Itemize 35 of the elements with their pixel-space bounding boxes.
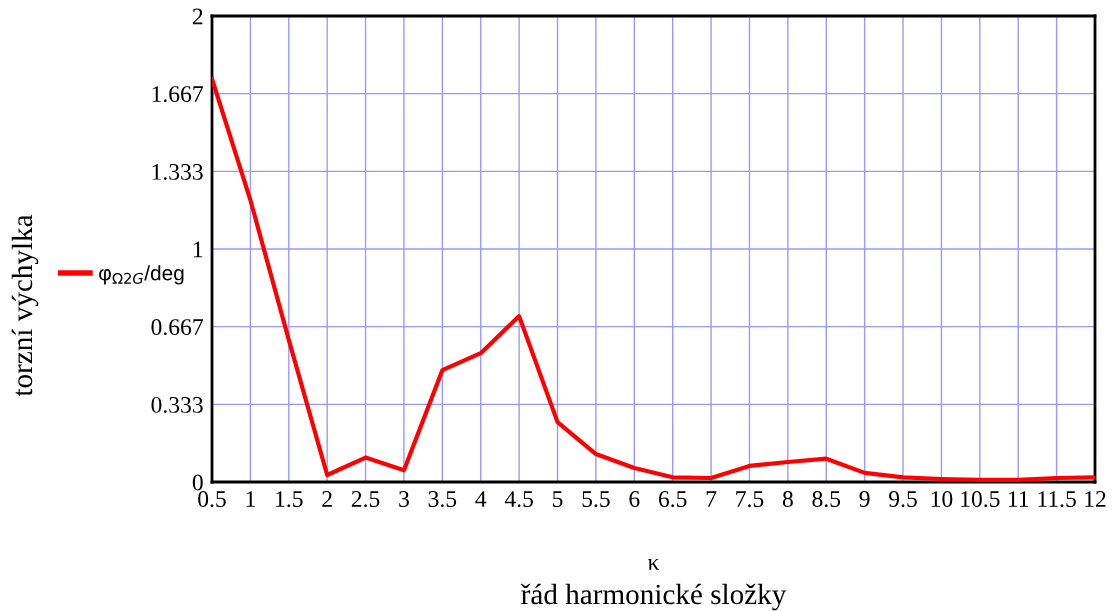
x-tick-label: 2.5 <box>351 491 380 508</box>
x-tick-label: 3.5 <box>428 491 457 508</box>
x-tick-label: 9.5 <box>889 491 917 508</box>
x-tick-label: 5 <box>552 491 563 507</box>
x-tick-label: 11.5 <box>1038 491 1076 508</box>
x-tick-label: 10.5 <box>961 491 1000 508</box>
x-tick-label: 8.5 <box>812 491 841 508</box>
x-tick-label: 9 <box>859 491 870 507</box>
x-tick-label: 6.5 <box>658 491 687 508</box>
x-tick-label: 10 <box>931 491 953 507</box>
x-tick-label: 7.5 <box>736 491 764 508</box>
x-tick-label: 12 <box>1085 491 1106 507</box>
x-tick-label: 2 <box>322 491 332 507</box>
x-tick-label: 4 <box>475 491 487 507</box>
y-tick-label: 1.667 <box>152 86 203 103</box>
x-axis-title: κ <box>648 558 660 570</box>
legend-label: φ$_{Ω2G}$/deg <box>99 265 184 285</box>
x-tick-label: 1 <box>246 491 255 507</box>
y-tick-label: 0 <box>192 474 203 491</box>
y-tick-label: 0.333 <box>151 396 203 413</box>
x-tick-label: 0.5 <box>198 491 226 508</box>
x-tick-label: 4.5 <box>504 491 533 508</box>
x-tick-label: 5.5 <box>582 491 610 508</box>
x-tick-label: 6 <box>629 491 640 507</box>
y-tick-label: 0.667 <box>151 319 203 336</box>
y-tick-label: 2 <box>192 8 203 25</box>
y-axis-title: torzní výchylka <box>11 214 39 397</box>
y-tick-label: 1 <box>193 241 203 258</box>
x-tick-label: 3 <box>399 491 409 507</box>
text: řád harmonické složky <box>520 583 787 611</box>
x-tick-label: 1.5 <box>276 491 303 508</box>
x-tick-label: 7 <box>706 491 717 507</box>
x-tick-label: 11 <box>1008 491 1029 507</box>
y-tick-label: 1.333 <box>152 163 203 180</box>
x-tick-label: 8 <box>782 491 793 507</box>
